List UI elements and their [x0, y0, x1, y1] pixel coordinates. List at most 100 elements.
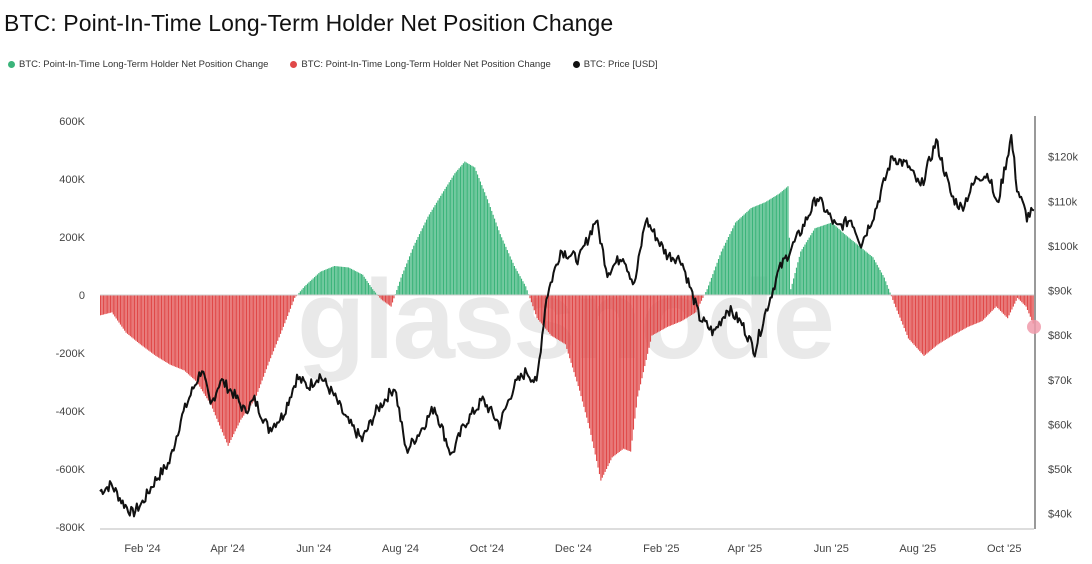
bar	[496, 226, 498, 295]
bar	[226, 295, 228, 443]
bar	[321, 271, 323, 295]
bar	[451, 177, 453, 295]
bar	[335, 266, 337, 295]
bar	[802, 246, 805, 295]
bar	[166, 295, 168, 363]
bar	[326, 268, 328, 295]
y-right-tick-label: $80k	[1048, 330, 1072, 342]
bar	[1004, 295, 1006, 316]
bar	[1011, 295, 1013, 310]
bar	[926, 295, 928, 354]
bar	[370, 287, 372, 295]
bar	[939, 295, 941, 344]
bar	[193, 295, 195, 380]
bar	[607, 295, 609, 467]
bar	[200, 295, 202, 389]
bar	[237, 295, 239, 426]
bar	[423, 225, 425, 295]
bar	[759, 204, 761, 295]
y-right-tick-label: $70k	[1048, 375, 1072, 387]
bar	[537, 295, 540, 320]
bar	[203, 295, 205, 394]
bar	[393, 295, 395, 299]
bar	[210, 295, 212, 406]
x-tick-label: Aug '24	[382, 543, 419, 555]
bar	[766, 201, 768, 295]
bar	[332, 266, 334, 295]
bar	[637, 295, 639, 397]
bar	[934, 295, 936, 347]
bar	[800, 251, 802, 295]
bar	[151, 295, 153, 353]
bar	[773, 196, 775, 295]
bar	[588, 295, 591, 429]
bar	[384, 295, 387, 303]
bar	[856, 244, 858, 295]
bar	[532, 295, 534, 307]
bar	[386, 295, 388, 304]
bar	[631, 295, 633, 441]
bar	[869, 254, 871, 295]
bar	[280, 295, 282, 334]
bar	[980, 295, 982, 322]
bar	[241, 295, 243, 418]
bar	[570, 295, 572, 363]
bar	[189, 295, 191, 376]
bar	[509, 256, 511, 295]
bar	[743, 214, 745, 295]
bar	[220, 295, 222, 429]
bar	[597, 295, 599, 468]
bar	[233, 295, 235, 435]
bar	[822, 225, 824, 295]
bar	[434, 205, 436, 295]
bar	[807, 239, 809, 295]
bar	[274, 295, 276, 348]
bar	[557, 295, 559, 340]
latest-value-marker[interactable]	[1027, 319, 1041, 334]
x-tick-label: Jun '24	[296, 543, 331, 555]
bar	[413, 245, 415, 295]
bar	[250, 295, 252, 406]
y-left-tick-label: 0	[79, 290, 85, 302]
legend-item-lth-positive[interactable]: BTC: Point-In-Time Long-Term Holder Net …	[8, 59, 268, 70]
legend-dot-red	[290, 61, 298, 68]
bar	[170, 295, 173, 366]
bar	[763, 202, 765, 295]
bar	[513, 266, 515, 295]
bar	[978, 295, 980, 323]
bar	[179, 295, 181, 369]
legend-item-lth-negative[interactable]: BTC: Point-In-Time Long-Term Holder Net …	[290, 59, 551, 70]
bar	[448, 182, 450, 295]
bar	[929, 295, 931, 352]
bar	[363, 276, 365, 295]
bar	[550, 295, 552, 336]
bar	[101, 295, 103, 315]
y-right-tick-label: $60k	[1048, 419, 1072, 431]
bar	[182, 295, 184, 370]
bar	[716, 262, 718, 295]
bar	[866, 252, 868, 295]
bar	[469, 164, 472, 295]
bar	[890, 295, 892, 297]
y-left-tick-label: -600K	[56, 464, 86, 476]
bar	[253, 295, 255, 402]
bar	[814, 228, 816, 295]
bar	[518, 273, 520, 295]
bar	[744, 213, 747, 295]
bar	[569, 295, 571, 359]
bar	[705, 292, 707, 295]
bar	[410, 252, 412, 295]
bar	[471, 165, 473, 295]
bar	[118, 295, 120, 323]
bar	[641, 295, 643, 379]
legend-item-price[interactable]: BTC: Price [USD]	[572, 59, 658, 70]
bar	[511, 259, 513, 295]
bar	[957, 295, 959, 333]
bar	[661, 295, 663, 331]
legend-dot-green	[8, 61, 15, 68]
bar	[440, 195, 442, 295]
bar	[495, 222, 497, 295]
bar	[970, 295, 972, 326]
bar	[1018, 295, 1020, 300]
bar	[910, 295, 912, 342]
